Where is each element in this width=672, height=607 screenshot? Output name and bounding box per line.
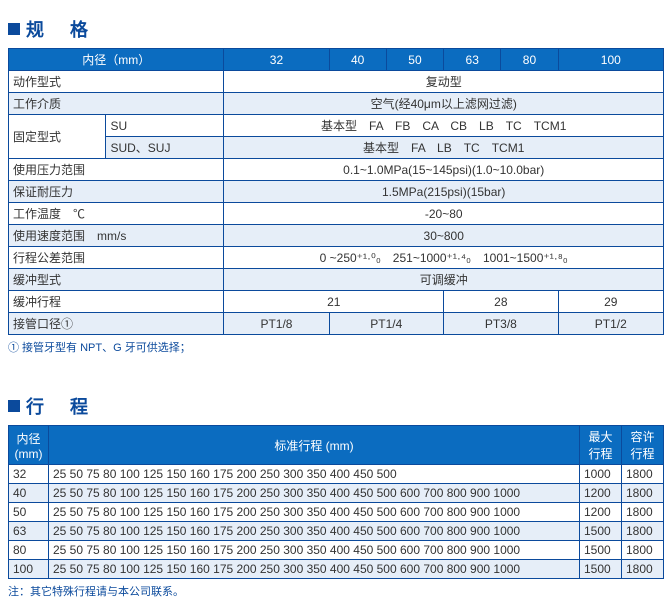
row-action-val: 复动型 <box>224 71 664 93</box>
spec-title: 规 格 <box>8 16 664 42</box>
table-row: 10025 50 75 80 100 125 150 160 175 200 2… <box>9 560 664 579</box>
spec-hdr-50: 50 <box>386 49 443 71</box>
row-cstrk-28: 28 <box>444 291 559 313</box>
row-cstrk-21: 21 <box>224 291 444 313</box>
strk-allow: 1800 <box>622 465 664 484</box>
row-action-label: 动作型式 <box>9 71 224 93</box>
strk-bore: 100 <box>9 560 49 579</box>
bullet-icon <box>8 23 20 35</box>
row-mount-su-val: 基本型 FA FB CA CB LB TC TCM1 <box>224 115 664 137</box>
row-cstrk-29: 29 <box>558 291 663 313</box>
strk-allow: 1800 <box>622 541 664 560</box>
strk-bore: 80 <box>9 541 49 560</box>
strk-allow: 1800 <box>622 560 664 579</box>
spec-table: 内径（mm） 32 40 50 63 80 100 动作型式复动型 工作介质空气… <box>8 48 664 335</box>
row-medium-val: 空气(经40μm以上滤网过滤) <box>224 93 664 115</box>
row-speed-label: 使用速度范围 mm/s <box>9 225 224 247</box>
spec-hdr-63: 63 <box>444 49 501 71</box>
strk-std: 25 50 75 80 100 125 150 160 175 200 250 … <box>49 541 580 560</box>
strk-hdr-allow: 容许行程 <box>622 426 664 465</box>
row-proof-label: 保证耐压力 <box>9 181 224 203</box>
table-row: 3225 50 75 80 100 125 150 160 175 200 25… <box>9 465 664 484</box>
strk-std: 25 50 75 80 100 125 150 160 175 200 250 … <box>49 560 580 579</box>
strk-std: 25 50 75 80 100 125 150 160 175 200 250 … <box>49 465 580 484</box>
row-medium-label: 工作介质 <box>9 93 224 115</box>
row-temp-val: -20~80 <box>224 203 664 225</box>
table-row: 8025 50 75 80 100 125 150 160 175 200 25… <box>9 541 664 560</box>
row-cushion-label: 缓冲型式 <box>9 269 224 291</box>
row-mount-sud-val: 基本型 FA LB TC TCM1 <box>224 137 664 159</box>
strk-std: 25 50 75 80 100 125 150 160 175 200 250 … <box>49 503 580 522</box>
strk-bore: 63 <box>9 522 49 541</box>
row-port-38: PT3/8 <box>444 313 559 335</box>
spec-footnote: ① 接管牙型有 NPT、G 牙可供选择； <box>8 339 664 355</box>
row-port-18: PT1/8 <box>224 313 329 335</box>
stroke-footnote: 注：其它特殊行程请与本公司联系。 <box>8 583 664 599</box>
row-mount-label: 固定型式 <box>9 115 106 159</box>
row-temp-label: 工作温度 ℃ <box>9 203 224 225</box>
strk-bore: 40 <box>9 484 49 503</box>
row-tol-val: 0 ~250⁺¹·⁰₀ 251~1000⁺¹·⁴₀ 1001~1500⁺¹·⁸₀ <box>224 247 664 269</box>
row-port-14: PT1/4 <box>329 313 444 335</box>
table-row: 5025 50 75 80 100 125 150 160 175 200 25… <box>9 503 664 522</box>
strk-max: 1500 <box>580 522 622 541</box>
strk-max: 1200 <box>580 503 622 522</box>
row-press-val: 0.1~1.0MPa(15~145psi)(1.0~10.0bar) <box>224 159 664 181</box>
row-mount-sud: SUD、SUJ <box>106 137 224 159</box>
table-row: 6325 50 75 80 100 125 150 160 175 200 25… <box>9 522 664 541</box>
strk-max: 1000 <box>580 465 622 484</box>
spec-hdr-bore: 内径（mm） <box>9 49 224 71</box>
strk-allow: 1800 <box>622 503 664 522</box>
row-mount-su: SU <box>106 115 224 137</box>
strk-hdr-std: 标准行程 (mm) <box>49 426 580 465</box>
strk-max: 1500 <box>580 560 622 579</box>
table-row: 4025 50 75 80 100 125 150 160 175 200 25… <box>9 484 664 503</box>
spec-hdr-80: 80 <box>501 49 558 71</box>
spec-hdr-32: 32 <box>224 49 329 71</box>
row-speed-val: 30~800 <box>224 225 664 247</box>
stroke-header-row: 内径 (mm) 标准行程 (mm) 最大行程 容许行程 <box>9 426 664 465</box>
strk-std: 25 50 75 80 100 125 150 160 175 200 250 … <box>49 484 580 503</box>
strk-max: 1200 <box>580 484 622 503</box>
strk-bore: 32 <box>9 465 49 484</box>
strk-max: 1500 <box>580 541 622 560</box>
row-cushion-val: 可调缓冲 <box>224 269 664 291</box>
spec-hdr-40: 40 <box>329 49 386 71</box>
spec-hdr-100: 100 <box>558 49 663 71</box>
row-press-label: 使用压力范围 <box>9 159 224 181</box>
row-cstrk-label: 缓冲行程 <box>9 291 224 313</box>
strk-hdr-max: 最大行程 <box>580 426 622 465</box>
stroke-title: 行 程 <box>8 393 664 419</box>
stroke-title-text: 行 程 <box>26 397 92 417</box>
bullet-icon <box>8 400 20 412</box>
row-port-label: 接管口径① <box>9 313 224 335</box>
strk-std: 25 50 75 80 100 125 150 160 175 200 250 … <box>49 522 580 541</box>
strk-hdr-bore: 内径 (mm) <box>9 426 49 465</box>
row-tol-label: 行程公差范围 <box>9 247 224 269</box>
row-port-12: PT1/2 <box>558 313 663 335</box>
strk-allow: 1800 <box>622 484 664 503</box>
spec-title-text: 规 格 <box>26 20 92 40</box>
stroke-table: 内径 (mm) 标准行程 (mm) 最大行程 容许行程 3225 50 75 8… <box>8 425 664 579</box>
strk-bore: 50 <box>9 503 49 522</box>
strk-allow: 1800 <box>622 522 664 541</box>
row-proof-val: 1.5MPa(215psi)(15bar) <box>224 181 664 203</box>
spec-header-row: 内径（mm） 32 40 50 63 80 100 <box>9 49 664 71</box>
